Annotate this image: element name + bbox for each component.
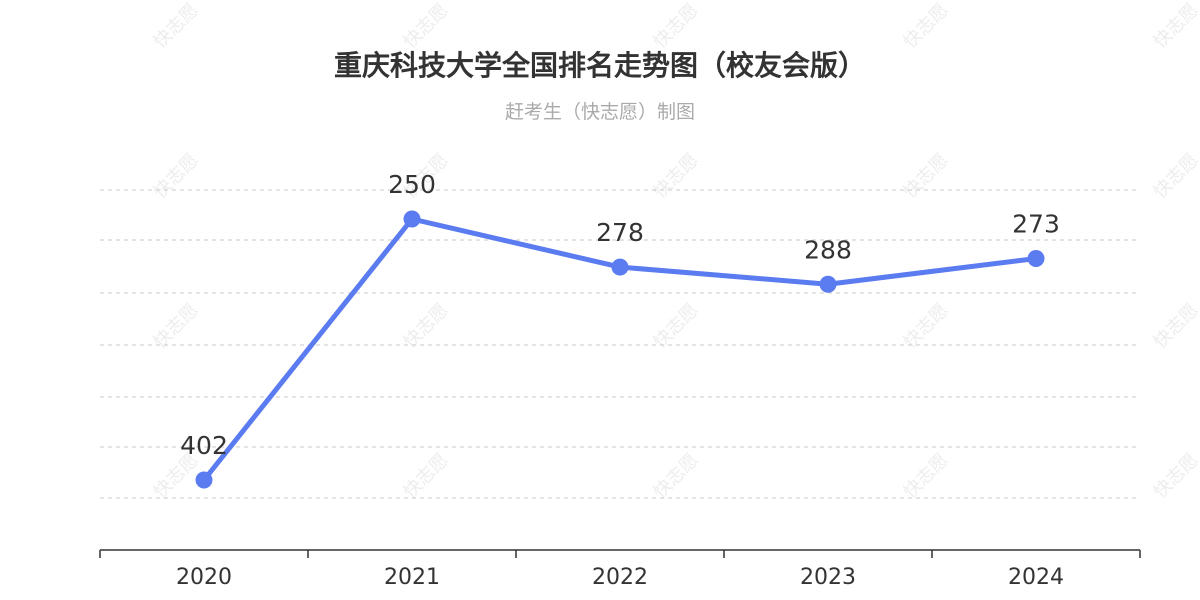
watermark-text: 快志愿 [1150, 300, 1200, 353]
watermark-text: 快志愿 [650, 450, 703, 503]
data-point[interactable] [819, 275, 837, 293]
data-label: 278 [596, 218, 644, 247]
watermark-text: 快志愿 [900, 150, 953, 203]
watermark-text: 快志愿 [400, 450, 453, 503]
x-tick-label: 2022 [592, 565, 648, 590]
data-label: 402 [180, 431, 228, 460]
watermark-text: 快志愿 [1150, 0, 1200, 53]
series-layer: 402 250 278 288 273 [180, 170, 1060, 489]
watermark-text: 快志愿 [150, 150, 203, 203]
chart-subtitle: 赶考生（快志愿）制图 [505, 101, 695, 123]
data-point[interactable] [403, 210, 421, 228]
chart-title: 重庆科技大学全国排名走势图（校友会版） [334, 49, 866, 82]
watermark-text: 快志愿 [900, 0, 953, 53]
x-tick-label: 2021 [384, 565, 440, 590]
watermark-text: 快志愿 [650, 150, 703, 203]
watermark-text: 快志愿 [1150, 150, 1200, 203]
watermark-text: 快志愿 [650, 0, 703, 53]
data-label: 288 [804, 235, 852, 264]
grid-lines [100, 189, 1140, 499]
x-axis: 2020 2021 2022 2023 2024 [99, 549, 1141, 590]
watermark-text: 快志愿 [1150, 450, 1200, 503]
data-point[interactable] [195, 471, 213, 489]
watermark-text: 快志愿 [400, 0, 453, 53]
data-point[interactable] [1027, 249, 1045, 267]
x-tick-label: 2023 [800, 565, 856, 590]
data-label: 250 [388, 170, 436, 199]
watermark-text: 快志愿 [150, 0, 203, 53]
x-tick-label: 2020 [176, 565, 232, 590]
x-tick-label: 2024 [1008, 565, 1064, 590]
watermark-text: 快志愿 [900, 450, 953, 503]
data-label: 273 [1012, 209, 1060, 238]
data-point[interactable] [611, 258, 629, 276]
